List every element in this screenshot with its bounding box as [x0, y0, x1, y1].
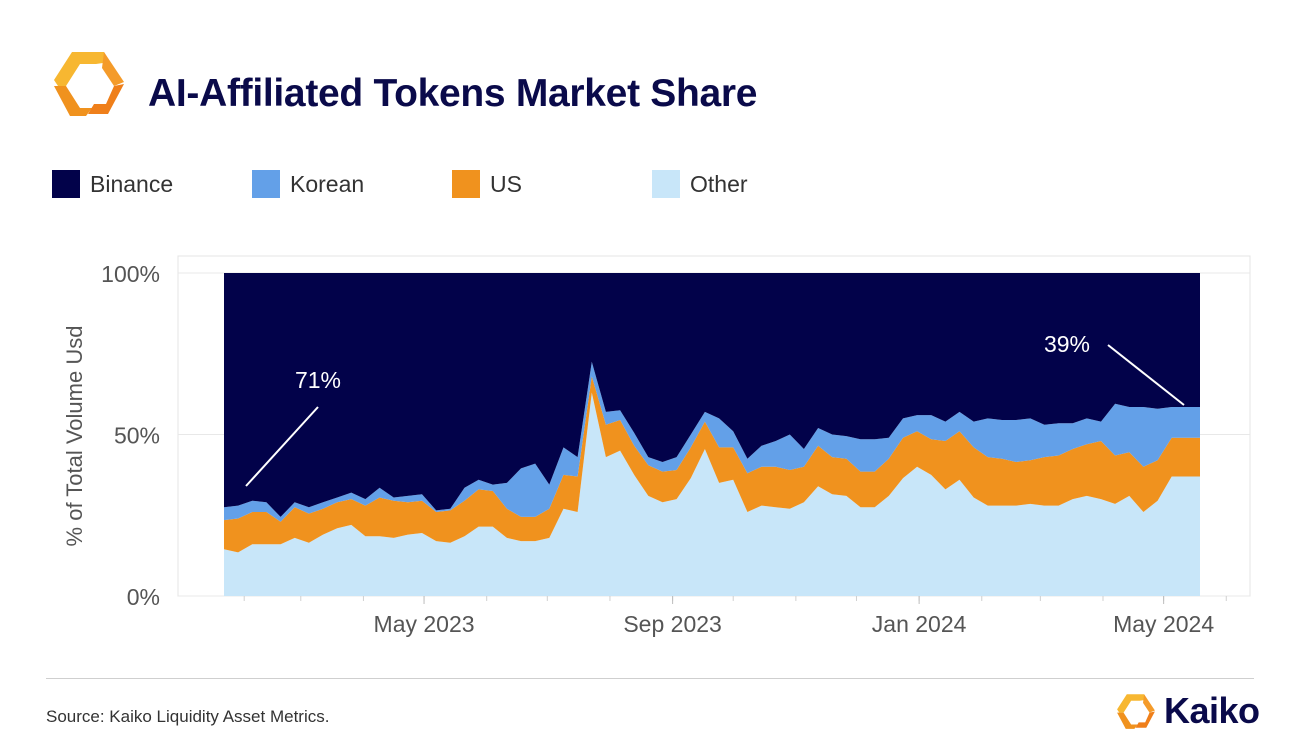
legend-label-us: US	[490, 170, 522, 197]
area-series-korean	[224, 361, 1200, 522]
legend-swatch-other	[652, 170, 680, 198]
kaiko-logo-icon	[54, 52, 124, 116]
legend-item-us: US	[452, 170, 522, 198]
legend-item-binance: Binance	[52, 170, 173, 198]
area-series-us	[224, 376, 1200, 553]
kaiko-brand: Kaiko	[1116, 688, 1286, 736]
page-title: AI-Affiliated Tokens Market Share	[148, 72, 758, 115]
legend-item-korean: Korean	[252, 170, 364, 198]
annotation-leader-line	[1107, 344, 1185, 406]
x-tick-label: Jan 2024	[872, 611, 967, 637]
x-tick-label: May 2024	[1113, 611, 1214, 637]
y-tick-label: 50%	[114, 423, 160, 449]
legend-swatch-korean	[252, 170, 280, 198]
annotation-leader-line	[245, 406, 319, 487]
area-series-other	[224, 392, 1200, 596]
x-tick-label: May 2023	[374, 611, 475, 637]
x-tick-label: Sep 2023	[623, 611, 721, 637]
legend-label-binance: Binance	[90, 170, 174, 197]
legend-swatch-binance	[52, 170, 80, 198]
y-axis-label: % of Total Volume Usd	[62, 326, 87, 547]
y-tick-label: 100%	[101, 261, 160, 287]
annotation-label: 71%	[295, 367, 341, 393]
kaiko-wordmark: Kaiko	[1164, 690, 1260, 731]
area-series-binance	[224, 273, 1200, 517]
y-tick-label: 0%	[127, 584, 160, 610]
footer-divider	[46, 678, 1254, 679]
annotation-label: 39%	[1044, 331, 1090, 357]
kaiko-brand-icon	[1117, 694, 1155, 729]
legend-label-korean: Korean	[290, 170, 365, 197]
source-note: Source: Kaiko Liquidity Asset Metrics.	[46, 707, 330, 726]
legend: Binance Korean US Other	[52, 170, 952, 200]
legend-swatch-us	[452, 170, 480, 198]
legend-item-other: Other	[652, 170, 748, 198]
legend-label-other: Other	[690, 170, 748, 197]
